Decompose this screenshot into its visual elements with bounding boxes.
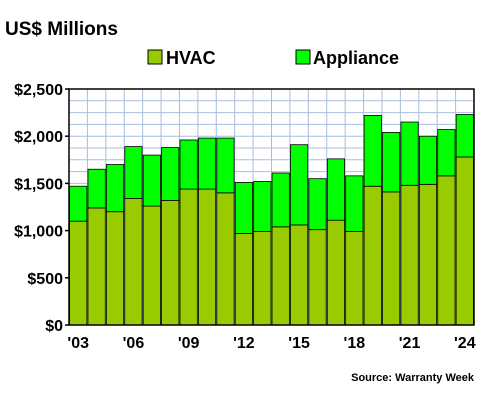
bar-appliance-2019 bbox=[363, 115, 382, 187]
bar-appliance-2016 bbox=[308, 178, 327, 231]
bar-hvac-2008 bbox=[161, 199, 180, 326]
x-tick-label: '21 bbox=[399, 335, 421, 352]
bar-hvac-2017 bbox=[326, 219, 345, 326]
legend-swatch-hvac bbox=[147, 49, 163, 65]
legend: HVAC Appliance bbox=[147, 48, 399, 68]
bar-hvac-2014 bbox=[271, 226, 290, 326]
bar-appliance-2010 bbox=[198, 137, 217, 190]
bar-appliance-2018 bbox=[345, 175, 364, 232]
legend-label-appliance: Appliance bbox=[313, 48, 399, 68]
x-tick-label: '24 bbox=[454, 335, 476, 352]
y-tick-label: $500 bbox=[27, 271, 63, 288]
x-tick-label: '15 bbox=[288, 335, 310, 352]
bar-hvac-2011 bbox=[216, 192, 235, 326]
bar-appliance-2006 bbox=[124, 146, 143, 199]
bar-appliance-2013 bbox=[253, 181, 272, 232]
bar-hvac-2016 bbox=[308, 229, 327, 326]
bar-appliance-2024 bbox=[455, 114, 474, 158]
bar-hvac-2003 bbox=[69, 220, 88, 326]
bar-appliance-2017 bbox=[326, 158, 345, 221]
bar-hvac-2012 bbox=[234, 233, 253, 326]
y-axis-ticks: $0 $500 $1,000 $1,500 $2,000 $2,500 bbox=[14, 82, 69, 335]
bar-hvac-2010 bbox=[198, 188, 217, 326]
bar-hvac-2005 bbox=[105, 211, 125, 326]
bar-appliance-2005 bbox=[105, 164, 125, 213]
bar-appliance-2012 bbox=[234, 182, 253, 234]
x-tick-label: '18 bbox=[344, 335, 366, 352]
y-tick-label: $0 bbox=[45, 318, 63, 335]
bar-hvac-2021 bbox=[400, 184, 419, 326]
bar-hvac-2023 bbox=[437, 175, 456, 326]
bar-appliance-2003 bbox=[69, 185, 88, 222]
bar-appliance-2021 bbox=[400, 121, 419, 186]
plot-frame bbox=[68, 88, 475, 326]
bar-appliance-2009 bbox=[179, 139, 198, 190]
bar-hvac-2006 bbox=[124, 198, 143, 326]
bar-hvac-2018 bbox=[345, 231, 364, 326]
x-axis-ticks: '03 '06 '09 '12 '15 '18 '21 '24 bbox=[67, 335, 475, 352]
y-tick-label: $1,000 bbox=[14, 224, 63, 241]
bar-hvac-2009 bbox=[179, 188, 198, 326]
bar-appliance-2023 bbox=[437, 129, 456, 177]
plot-area bbox=[68, 88, 475, 326]
bar-hvac-2013 bbox=[253, 231, 272, 326]
bar-appliance-2011 bbox=[216, 137, 235, 194]
x-tick-label: '09 bbox=[178, 335, 200, 352]
bar-hvac-2019 bbox=[363, 185, 382, 326]
x-tick-label: '06 bbox=[123, 335, 145, 352]
chart-title: US$ Millions bbox=[5, 19, 118, 40]
bar-appliance-2004 bbox=[87, 168, 106, 209]
x-tick-label: '12 bbox=[233, 335, 255, 352]
source-note: Source: Warranty Week bbox=[351, 372, 475, 384]
bar-hvac-2020 bbox=[382, 191, 401, 326]
y-tick-label: $2,000 bbox=[14, 129, 63, 146]
bar-appliance-2022 bbox=[418, 135, 438, 185]
bar-appliance-2015 bbox=[290, 144, 309, 226]
x-tick-label: '03 bbox=[67, 335, 89, 352]
legend-label-hvac: HVAC bbox=[166, 48, 216, 68]
bar-hvac-2015 bbox=[290, 224, 309, 326]
bar-appliance-2007 bbox=[142, 154, 161, 207]
bar-hvac-2004 bbox=[87, 207, 106, 326]
legend-swatch-appliance bbox=[295, 49, 311, 65]
bar-appliance-2014 bbox=[271, 172, 290, 228]
y-tick-label: $2,500 bbox=[14, 82, 63, 99]
bar-appliance-2020 bbox=[382, 132, 401, 193]
bar-appliance-2008 bbox=[161, 147, 180, 201]
bar-hvac-2007 bbox=[142, 205, 161, 326]
y-tick-label: $1,500 bbox=[14, 176, 63, 193]
bar-hvac-2024 bbox=[455, 156, 474, 326]
bar-hvac-2022 bbox=[418, 183, 438, 326]
